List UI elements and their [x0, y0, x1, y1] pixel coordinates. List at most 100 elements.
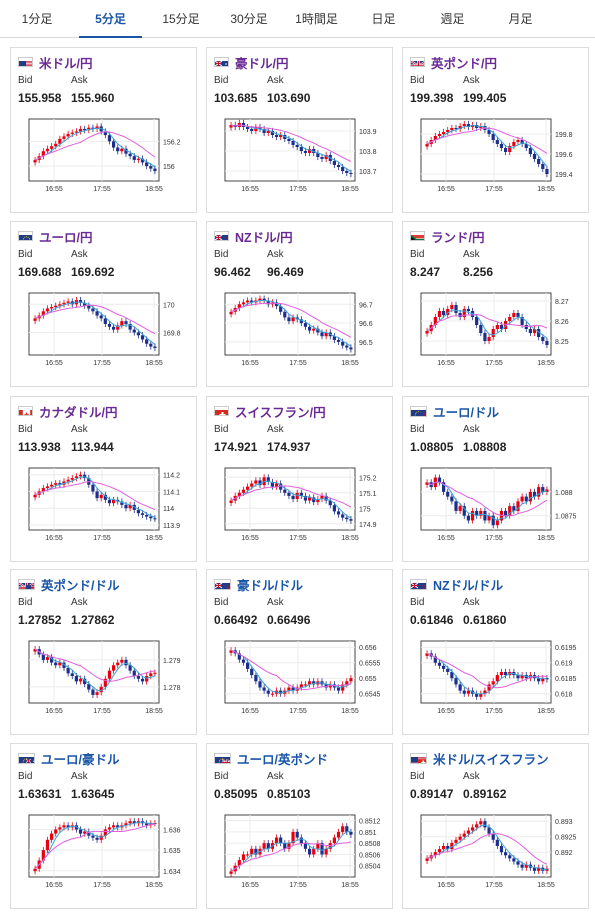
candle-body	[320, 157, 324, 159]
pair-name[interactable]: カナダドル/円	[39, 405, 118, 420]
pair-name[interactable]: 豪ドル/ドル	[237, 578, 303, 593]
pair-title[interactable]: 豪ドル/円	[214, 53, 288, 71]
candle-body	[262, 687, 266, 691]
candle-body	[308, 848, 312, 855]
candle-body	[287, 492, 291, 496]
candle-body	[528, 491, 532, 502]
candle-body	[479, 510, 483, 516]
pair-name[interactable]: ユーロ/円	[39, 230, 93, 245]
flag-icon	[214, 406, 229, 416]
pair-title[interactable]: 米ドル/円	[18, 53, 92, 71]
y-tick-label: 0.618	[555, 692, 573, 699]
chart-container[interactable]: 0.893 0.8925 0.892 16:55 17:55 18:55	[411, 809, 583, 891]
pair-title[interactable]: カナダドル/円	[18, 402, 117, 420]
chart-container[interactable]: 170 169.8 16:55 17:55 18:55	[19, 287, 191, 369]
pair-title[interactable]: NZドル/ドル	[410, 575, 503, 593]
pair-title[interactable]: ユーロ/円	[18, 227, 92, 245]
currency-card[interactable]: スイスフラン/円 Bid Ask 174.921 174.937 175.2 175.1 17…	[206, 396, 393, 562]
currency-card[interactable]: NZドル/ドル Bid Ask 0.61846 0.61860 0.6195 0.619 0.…	[402, 569, 589, 735]
candle-body	[87, 684, 91, 690]
pair-name[interactable]: ユーロ/英ポンド	[237, 752, 328, 767]
tab-5[interactable]: 日足	[371, 12, 396, 26]
tab-3[interactable]: 30分足	[230, 12, 268, 26]
chart-container[interactable]: 0.656 0.6555 0.655 0.6545 16:55 17:55 18:55	[215, 635, 387, 717]
candle-body	[475, 510, 479, 516]
candle-body	[442, 665, 446, 669]
currency-card[interactable]: ユーロ/豪ドル Bid Ask 1.63631 1.63645 1.636 1.635 1.6…	[10, 743, 197, 909]
candle-body	[491, 833, 495, 840]
pair-name[interactable]: 米ドル/円	[39, 56, 93, 71]
pair-name[interactable]: ランド/円	[431, 230, 485, 245]
chart-container[interactable]: 1.279 1.278 16:55 17:55 18:55	[19, 635, 191, 717]
pair-title[interactable]: NZドル/円	[214, 227, 293, 245]
currency-card[interactable]: 米ドル/スイスフラン Bid Ask 0.89147 0.89162 0.893 0.892…	[402, 743, 589, 909]
candle-body	[95, 311, 99, 316]
pair-name[interactable]: ユーロ/ドル	[433, 405, 499, 420]
pair-title[interactable]: スイスフラン/円	[214, 402, 326, 420]
pair-title[interactable]: 英ポンド/ドル	[18, 575, 119, 593]
chart-container[interactable]: 1.088 1.0875 16:55 17:55 18:55	[411, 462, 583, 544]
pair-name[interactable]: ユーロ/豪ドル	[41, 752, 120, 767]
pair-name[interactable]: 豪ドル/円	[235, 56, 289, 71]
currency-card[interactable]: カナダドル/円 Bid Ask 113.938 113.944 114.2 114.1 114…	[10, 396, 197, 562]
candle-body	[320, 495, 324, 499]
currency-card[interactable]: 豪ドル/円 Bid Ask 103.685 103.690 103.9 103.8 103.7…	[206, 47, 393, 213]
chart-container[interactable]: 175.2 175.1 175 174.9 16:55 17:55 18:55	[215, 462, 387, 544]
pair-name[interactable]: 英ポンド/円	[431, 56, 497, 71]
candle-body	[153, 346, 157, 348]
chart-container[interactable]: 114.2 114.1 114 113.9 16:55 17:55 18:55	[19, 462, 191, 544]
y-tick-label: 175.2	[359, 475, 377, 482]
candle-body	[250, 483, 254, 487]
currency-card[interactable]: ランド/円 Bid Ask 8.247 8.256 8.27 8.26 8.25 16:55 17…	[402, 221, 589, 387]
tab-0[interactable]: 1分足	[21, 12, 53, 26]
pair-name[interactable]: NZドル/円	[235, 230, 293, 245]
tab-7[interactable]: 月足	[508, 12, 533, 26]
ask-value: 199.405	[463, 91, 507, 105]
tab-4[interactable]: 1時間足	[295, 12, 338, 26]
chart-container[interactable]: 96.7 96.6 96.5 16:55 17:55 18:55	[215, 287, 387, 369]
tab-6[interactable]: 週足	[440, 12, 465, 26]
ma-short-line	[230, 649, 352, 694]
chart-container[interactable]: 0.8512 0.851 0.8508 0.8506 0.8504 16:55 17:55 1…	[215, 809, 387, 891]
pair-title[interactable]: 英ポンド/円	[410, 53, 497, 71]
pair-title[interactable]: ランド/円	[410, 227, 484, 245]
pair-name[interactable]: 米ドル/スイスフラン	[433, 752, 549, 767]
pair-name[interactable]: NZドル/ドル	[433, 578, 504, 593]
y-tick-label: 175.1	[359, 491, 377, 498]
candle-body	[246, 127, 250, 129]
candle-body	[149, 343, 153, 347]
tab-1[interactable]: 5分足	[79, 0, 142, 38]
chart-container[interactable]: 156.2 156 16:55 17:55 18:55	[19, 113, 191, 195]
ask-value: 174.937	[267, 440, 311, 454]
chart-container[interactable]: 103.9 103.8 103.7 16:55 17:55 18:55	[215, 113, 387, 195]
ask-label: Ask	[463, 75, 480, 86]
currency-card[interactable]: NZドル/円 Bid Ask 96.462 96.469 96.7 96.6 96.5 16:5…	[206, 221, 393, 387]
currency-card[interactable]: 豪ドル/ドル Bid Ask 0.66492 0.66496 0.656 0.6555 0.6…	[206, 569, 393, 735]
pair-name[interactable]: 英ポンド/ドル	[41, 578, 120, 593]
y-tick-label: 113.9	[163, 523, 180, 530]
pair-title[interactable]: ユーロ/英ポンド	[214, 749, 328, 767]
currency-card[interactable]: ユーロ/英ポンド Bid Ask 0.85095 0.85103 0.8512 0.851 0…	[206, 743, 393, 909]
candle-body	[303, 323, 308, 327]
currency-card[interactable]: 英ポンド/ドル Bid Ask 1.27852 1.27862 1.279 1.278 16:…	[10, 569, 197, 735]
chart-container[interactable]: 199.8 199.6 199.4 16:55 17:55 18:55	[411, 113, 583, 195]
currency-card[interactable]: ユーロ/円 Bid Ask 169.688 169.692 170 169.8 16:55 17…	[10, 221, 197, 387]
chart-container[interactable]: 8.27 8.26 8.25 16:55 17:55 18:55	[411, 287, 583, 369]
pair-name[interactable]: スイスフラン/円	[235, 405, 326, 420]
currency-card[interactable]: 米ドル/円 Bid Ask 155.958 155.960 156.2 156 16:55 17…	[10, 47, 197, 213]
candle-body	[303, 495, 308, 501]
candle-body	[299, 147, 303, 151]
bid-value: 8.247	[410, 265, 441, 279]
currency-card[interactable]: 英ポンド/円 Bid Ask 199.398 199.405 199.8 199.6 199.…	[402, 47, 589, 213]
currency-card[interactable]: ユーロ/ドル Bid Ask 1.08805 1.08808 1.088 1.0875 16:…	[402, 396, 589, 562]
candle-body	[291, 831, 295, 844]
pair-title[interactable]: ユーロ/ドル	[410, 402, 499, 420]
candle-body	[454, 839, 458, 843]
pair-title[interactable]: 豪ドル/ドル	[214, 575, 303, 593]
pair-title[interactable]: ユーロ/豪ドル	[18, 749, 119, 767]
chart-container[interactable]: 1.636 1.635 1.634 16:55 17:55 18:55	[19, 809, 191, 891]
chart-container[interactable]: 0.6195 0.619 0.6185 0.618 16:55 17:55 18:55	[411, 635, 583, 717]
tab-2[interactable]: 15分足	[162, 12, 200, 26]
pair-title[interactable]: 米ドル/スイスフラン	[410, 749, 549, 767]
x-tick-label: 18:55	[145, 186, 163, 193]
